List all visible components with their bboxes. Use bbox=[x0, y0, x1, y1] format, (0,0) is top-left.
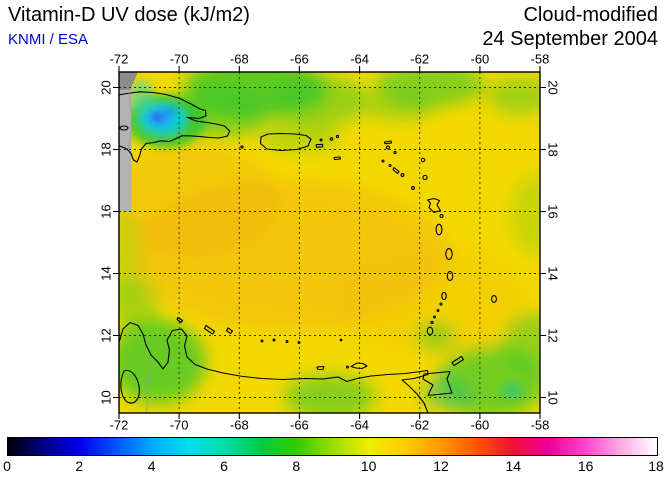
lon-tick-label: -72 bbox=[110, 52, 129, 67]
lon-tick-label: -70 bbox=[170, 52, 189, 67]
lon-tick-label: -62 bbox=[410, 52, 429, 67]
lon-tick-label: -60 bbox=[471, 418, 490, 433]
no-data-region bbox=[119, 72, 138, 212]
lat-tick-label: 18 bbox=[546, 142, 561, 156]
lon-tick-label: -58 bbox=[531, 418, 550, 433]
colorbar-tick-label: 6 bbox=[220, 458, 228, 474]
mode-label: Cloud-modified bbox=[523, 4, 658, 26]
lon-tick-label: -60 bbox=[471, 52, 490, 67]
colorbar-tick-label: 10 bbox=[360, 458, 377, 474]
coastline-hispaniola bbox=[119, 91, 231, 163]
coastline-south-america bbox=[119, 316, 429, 413]
coastline-puerto-rico-virgin-islands bbox=[240, 132, 342, 161]
colorbar bbox=[7, 437, 658, 456]
lon-tick-label: -70 bbox=[170, 418, 189, 433]
uv-dose-field bbox=[119, 72, 540, 413]
cloud-low-dose-spot bbox=[126, 80, 523, 399]
lat-tick-label: 16 bbox=[546, 204, 561, 218]
colorbar-tick-label: 16 bbox=[577, 458, 594, 474]
coastline-trinidad-tobago bbox=[422, 355, 465, 397]
lat-tick-label: 20 bbox=[99, 80, 114, 94]
lon-tick-label: -64 bbox=[350, 418, 369, 433]
colorbar-tick-label: 18 bbox=[648, 458, 664, 474]
colorbar-gradient bbox=[8, 438, 657, 455]
grid-lines bbox=[119, 72, 540, 413]
colorbar-tick-label: 14 bbox=[505, 458, 522, 474]
lat-tick-label: 10 bbox=[99, 390, 114, 404]
lat-axis-left: 20 18 16 14 12 10 bbox=[99, 80, 114, 404]
colorbar-tick-label: 4 bbox=[147, 458, 156, 474]
colorbar-tick-label: 8 bbox=[292, 458, 301, 474]
lat-tick-label: 12 bbox=[99, 328, 114, 342]
date-label: 24 September 2004 bbox=[482, 28, 658, 50]
colorbar-tick-label: 0 bbox=[3, 458, 11, 474]
lat-tick-label: 16 bbox=[99, 204, 114, 218]
lon-tick-label: -68 bbox=[230, 418, 249, 433]
lon-tick-label: -72 bbox=[110, 418, 129, 433]
lat-tick-label: 10 bbox=[546, 390, 561, 404]
lat-tick-label: 20 bbox=[546, 80, 561, 94]
map-frame bbox=[118, 71, 541, 414]
lon-tick-label: -58 bbox=[531, 52, 550, 67]
lon-axis-top: -72 -70 -68 -66 -64 -62 -60 -58 bbox=[110, 52, 550, 67]
lat-tick-label: 14 bbox=[546, 266, 561, 280]
lon-axis-bottom: -72 -70 -68 -66 -64 -62 -60 -58 bbox=[110, 418, 550, 433]
coastline-lesser-antilles bbox=[381, 140, 497, 336]
lat-tick-label: 12 bbox=[546, 328, 561, 342]
lat-tick-label: 14 bbox=[99, 266, 114, 280]
lon-tick-label: -62 bbox=[410, 418, 429, 433]
page-title: Vitamin-D UV dose (kJ/m2) bbox=[8, 4, 250, 26]
lat-axis-right: 20 18 16 14 12 10 bbox=[546, 80, 561, 404]
colorbar-tick-label: 2 bbox=[75, 458, 84, 474]
colorbar-tick-label: 12 bbox=[433, 458, 449, 474]
lon-tick-label: -68 bbox=[230, 52, 249, 67]
lon-tick-label: -64 bbox=[350, 52, 369, 67]
lon-tick-label: -66 bbox=[290, 52, 309, 67]
axis-tick-marks bbox=[113, 66, 546, 419]
org-credit: KNMI / ESA bbox=[8, 31, 89, 48]
lat-tick-label: 18 bbox=[99, 142, 114, 156]
coastlines bbox=[119, 91, 497, 413]
lon-tick-label: -66 bbox=[290, 418, 309, 433]
